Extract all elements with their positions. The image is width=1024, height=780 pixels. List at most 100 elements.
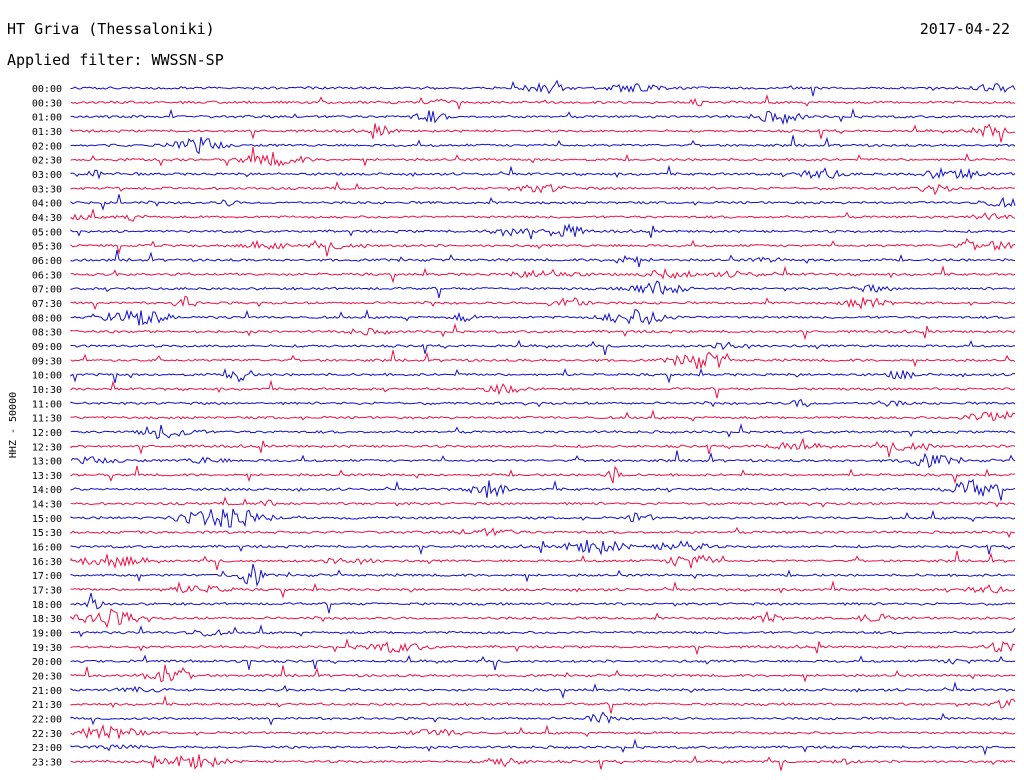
row-time-label: 02:00 (32, 141, 62, 152)
seismic-trace-row (70, 181, 1016, 196)
seismic-trace-row (70, 423, 1016, 440)
row-time-label: 09:00 (32, 342, 62, 353)
seismic-trace-row (70, 638, 1016, 656)
row-time-label: 22:00 (32, 715, 62, 726)
seismic-trace-row (70, 465, 1016, 485)
row-time-label: 17:30 (32, 586, 62, 597)
seismic-trace-row (70, 79, 1016, 97)
row-time-label: 04:30 (32, 213, 62, 224)
seismic-trace-row (70, 508, 1016, 528)
seismic-trace-row (70, 194, 1016, 211)
seismic-trace-row (70, 249, 1016, 268)
row-time-label: 10:30 (32, 385, 62, 396)
row-time-label: 11:30 (32, 414, 62, 425)
seismic-trace-row (70, 563, 1016, 587)
row-time-label: 01:00 (32, 113, 62, 124)
seismic-trace-row (70, 367, 1016, 384)
row-time-label: 21:30 (32, 700, 62, 711)
row-time-label: 18:00 (32, 600, 62, 611)
seismic-trace-row (70, 237, 1016, 257)
seismic-trace-row (70, 664, 1016, 683)
seismic-trace-row (70, 280, 1016, 299)
row-time-label: 12:30 (32, 442, 62, 453)
seismic-trace-row (70, 550, 1016, 571)
seismic-trace-row (70, 694, 1016, 714)
seismic-trace-row (70, 93, 1016, 111)
row-time-label: 01:30 (32, 127, 62, 138)
y-axis-label: HHZ - 50000 (8, 392, 19, 458)
row-time-label: 05:30 (32, 242, 62, 253)
row-time-label: 17:00 (32, 571, 62, 582)
seismic-trace-row (70, 711, 1016, 726)
seismic-trace-row (70, 123, 1015, 143)
row-time-label: 02:30 (32, 156, 62, 167)
seismic-trace-row (70, 135, 1016, 155)
row-time-label: 08:00 (32, 313, 62, 324)
seismic-trace-row (70, 592, 1016, 614)
row-time-label: 05:00 (32, 227, 62, 238)
row-time-label: 15:30 (32, 528, 62, 539)
seismic-trace-row (70, 322, 1016, 341)
seismic-trace-row (70, 608, 1016, 629)
seismic-trace-row (70, 624, 1016, 638)
row-time-label: 03:30 (32, 184, 62, 195)
seismic-trace-row (70, 223, 1016, 240)
seismic-trace-row (70, 539, 1016, 556)
row-time-label: 23:30 (32, 758, 62, 769)
row-time-label: 16:00 (32, 543, 62, 554)
row-time-label: 06:00 (32, 256, 62, 267)
row-time-label: 11:00 (32, 399, 62, 410)
seismic-trace-row (70, 209, 1016, 223)
row-time-label: 14:30 (32, 500, 62, 511)
row-time-label: 04:00 (32, 199, 62, 210)
row-time-label: 09:30 (32, 356, 62, 367)
seismic-trace-row (70, 409, 1016, 422)
row-time-label: 19:00 (32, 629, 62, 640)
seismic-trace-row (70, 308, 1016, 326)
chart-date: 2017-04-22 (919, 20, 1010, 38)
row-time-label: 20:30 (32, 672, 62, 683)
seismic-trace-row (70, 164, 1016, 180)
seismic-trace-row (70, 264, 1016, 284)
row-time-label: 21:00 (32, 686, 62, 697)
chart-subtitle: Applied filter: WWSSN-SP (7, 51, 224, 69)
seismic-trace-row (70, 580, 1016, 599)
seismic-trace-row (70, 738, 1016, 756)
seismic-trace-row (70, 350, 1016, 370)
row-time-label: 07:30 (32, 299, 62, 310)
seismic-trace-row (70, 379, 1016, 399)
seismic-trace-row (70, 654, 1016, 671)
seismic-trace-row (70, 147, 1016, 168)
row-time-label: 19:30 (32, 643, 62, 654)
row-time-label: 14:00 (32, 485, 62, 496)
row-time-label: 15:00 (32, 514, 62, 525)
row-time-label: 12:00 (32, 428, 62, 439)
chart-title: HT Griva (Thessaloniki) (7, 20, 215, 38)
seismic-trace-row (70, 437, 1016, 458)
seismic-trace-row (70, 398, 1016, 408)
seismic-trace-row (70, 754, 1015, 771)
row-time-label: 10:00 (32, 371, 62, 382)
seismic-trace-row (70, 724, 1016, 740)
row-time-label: 08:30 (32, 328, 62, 339)
seismic-trace-row (70, 526, 1015, 539)
seismic-trace-row (70, 681, 1016, 700)
row-time-label: 23:00 (32, 743, 62, 754)
row-time-label: 22:30 (32, 729, 62, 740)
row-time-label: 13:30 (32, 471, 62, 482)
row-time-label: 00:00 (32, 84, 62, 95)
seismic-trace-row (70, 450, 1016, 469)
seismic-trace-row (70, 478, 1016, 501)
seismic-trace-row (70, 107, 1016, 126)
row-time-label: 00:30 (32, 98, 62, 109)
row-time-label: 13:00 (32, 457, 62, 468)
seismic-trace-row (70, 496, 1016, 508)
seismic-trace-row (70, 295, 1016, 311)
row-time-label: 07:00 (32, 285, 62, 296)
row-time-label: 16:30 (32, 557, 62, 568)
seismic-trace-row (70, 339, 1016, 356)
row-time-label: 20:00 (32, 657, 62, 668)
row-time-label: 03:00 (32, 170, 62, 181)
row-time-label: 18:30 (32, 614, 62, 625)
row-time-label: 06:30 (32, 270, 62, 281)
